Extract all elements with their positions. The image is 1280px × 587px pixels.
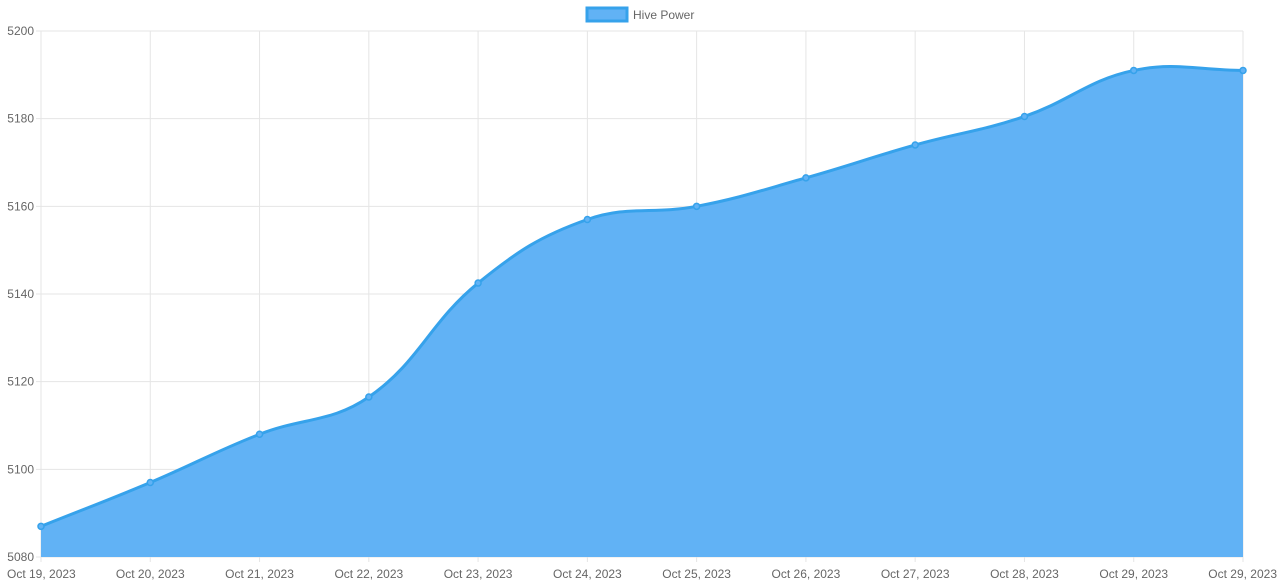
x-axis-ticks: Oct 19, 2023 Oct 20, 2023 Oct 21, 2023 Oct … bbox=[7, 567, 1277, 581]
data-point[interactable] bbox=[1129, 66, 1138, 75]
x-tick-label: Oct 26, 2023 bbox=[772, 567, 841, 581]
y-tick-label: 5080 bbox=[7, 550, 34, 564]
data-point[interactable] bbox=[37, 522, 45, 531]
x-tick-label: Oct 22, 2023 bbox=[334, 567, 403, 581]
x-tick-label: Oct 27, 2023 bbox=[881, 567, 950, 581]
x-tick-label: Oct 29, 2023 bbox=[1099, 567, 1168, 581]
y-tick-label: 5120 bbox=[7, 375, 34, 389]
data-point[interactable] bbox=[1239, 66, 1247, 75]
series-line-hive-power bbox=[40, 65, 1244, 528]
x-tick-label: Oct 28, 2023 bbox=[990, 567, 1059, 581]
y-tick-label: 5140 bbox=[7, 287, 34, 301]
y-tick-label: 5100 bbox=[7, 462, 34, 476]
series-area bbox=[40, 65, 1244, 558]
data-point[interactable] bbox=[911, 141, 919, 149]
y-tick-label: 5180 bbox=[7, 112, 34, 126]
x-tick-label: Oct 23, 2023 bbox=[444, 567, 513, 581]
data-point[interactable] bbox=[474, 279, 482, 287]
data-point[interactable] bbox=[1020, 112, 1029, 121]
x-tick-label: Oct 25, 2023 bbox=[662, 567, 731, 581]
y-tick-label: 5160 bbox=[7, 199, 34, 213]
legend-label-hive-power[interactable]: Hive Power bbox=[633, 8, 694, 22]
data-points bbox=[37, 66, 1247, 531]
data-point[interactable] bbox=[255, 430, 264, 439]
data-point[interactable] bbox=[146, 478, 155, 487]
x-tick-label: Oct 20, 2023 bbox=[116, 567, 185, 581]
y-tick-label: 5200 bbox=[7, 24, 34, 38]
legend-swatch-hive-power[interactable] bbox=[585, 6, 629, 23]
x-tick-label: Oct 24, 2023 bbox=[553, 567, 622, 581]
data-point[interactable] bbox=[692, 202, 701, 211]
data-point[interactable] bbox=[365, 393, 373, 401]
data-point[interactable] bbox=[802, 174, 810, 182]
x-tick-label: Oct 21, 2023 bbox=[225, 567, 294, 581]
y-axis-ticks: 5080 5100 5120 5140 5160 5180 5200 bbox=[7, 24, 34, 564]
data-point[interactable] bbox=[583, 215, 592, 224]
x-tick-label: Oct 19, 2023 bbox=[7, 567, 76, 581]
series-fill-hive-power bbox=[41, 66, 1243, 558]
x-tick-label: Oct 29, 2023 bbox=[1208, 567, 1277, 581]
legend[interactable]: Hive Power bbox=[585, 6, 694, 23]
